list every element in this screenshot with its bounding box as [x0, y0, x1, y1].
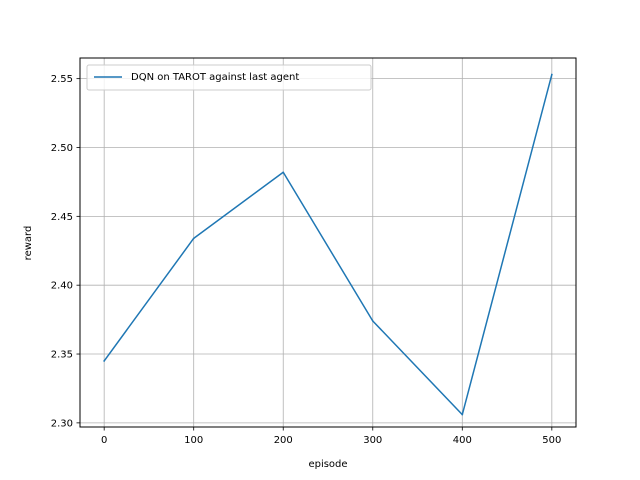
y-tick-label: 2.40	[51, 281, 73, 292]
data-point	[103, 360, 105, 362]
x-tick-label: 300	[363, 435, 382, 446]
legend-box	[86, 64, 372, 91]
data-point	[551, 73, 553, 76]
x-axis-label: episode	[308, 459, 347, 470]
y-tick-label: 2.45	[51, 212, 73, 223]
plot-frame	[79, 57, 577, 428]
data-point	[461, 413, 464, 416]
x-axis-ticks: 0 100 200 300 400 500	[101, 427, 561, 446]
data-point	[282, 171, 285, 174]
y-tick-label: 2.55	[51, 74, 73, 85]
data-point	[371, 320, 374, 322]
series-line	[103, 73, 553, 416]
x-tick-label: 400	[453, 435, 472, 446]
series-layer	[103, 73, 553, 416]
legend-label: DQN on TAROT against last agent	[131, 72, 299, 83]
legend: DQN on TAROT against last agent	[86, 64, 372, 91]
x-tick-label: 500	[542, 435, 561, 446]
x-tick-label: 200	[274, 435, 293, 446]
data-point	[192, 237, 195, 240]
x-tick-label: 100	[184, 435, 203, 446]
grid-lines	[80, 58, 576, 427]
y-tick-label: 2.35	[51, 350, 73, 361]
y-axis-label: reward	[23, 226, 34, 261]
y-axis-ticks: 2.30 2.35 2.40 2.45 2.50 2.55	[51, 74, 80, 429]
y-tick-label: 2.50	[51, 143, 73, 154]
x-tick-label: 0	[101, 435, 107, 446]
y-tick-label: 2.30	[51, 418, 73, 429]
